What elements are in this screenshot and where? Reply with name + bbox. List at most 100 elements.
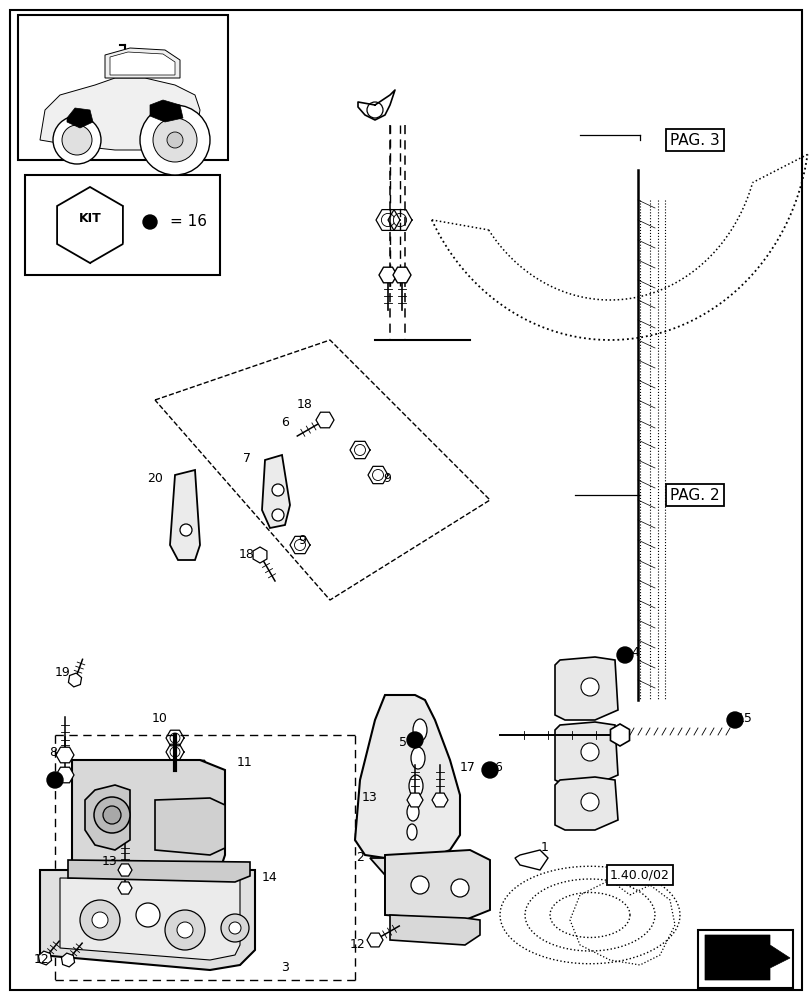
Polygon shape — [67, 108, 93, 128]
Text: 14: 14 — [262, 871, 277, 884]
Polygon shape — [393, 267, 410, 283]
Polygon shape — [68, 673, 81, 687]
Ellipse shape — [406, 803, 418, 821]
Polygon shape — [169, 470, 200, 560]
Circle shape — [410, 876, 428, 894]
Text: 5: 5 — [398, 736, 406, 750]
Circle shape — [406, 732, 423, 748]
Circle shape — [482, 762, 497, 778]
Ellipse shape — [413, 719, 427, 741]
Circle shape — [152, 118, 197, 162]
Circle shape — [272, 509, 284, 521]
Polygon shape — [62, 953, 75, 967]
Bar — [25, 175, 220, 275]
Circle shape — [180, 524, 191, 536]
Polygon shape — [105, 48, 180, 78]
Polygon shape — [109, 52, 175, 75]
Polygon shape — [56, 747, 74, 763]
Circle shape — [221, 914, 249, 942]
Polygon shape — [155, 798, 225, 855]
Polygon shape — [554, 777, 617, 830]
Text: 12: 12 — [350, 938, 366, 951]
Text: KIT: KIT — [79, 213, 101, 226]
Polygon shape — [118, 864, 132, 876]
Circle shape — [80, 900, 120, 940]
Text: 13: 13 — [362, 791, 377, 804]
Text: = 16: = 16 — [169, 215, 207, 230]
Circle shape — [92, 912, 108, 928]
Circle shape — [272, 484, 284, 496]
Text: 20: 20 — [147, 472, 163, 485]
Polygon shape — [38, 951, 52, 965]
Polygon shape — [262, 455, 290, 528]
Text: 12: 12 — [34, 953, 49, 966]
Circle shape — [726, 712, 742, 728]
Text: 15: 15 — [736, 712, 752, 724]
Polygon shape — [431, 793, 448, 807]
Polygon shape — [610, 724, 629, 746]
Text: 1: 1 — [540, 841, 548, 854]
Text: 9: 9 — [298, 534, 306, 546]
Ellipse shape — [410, 747, 424, 769]
Circle shape — [103, 806, 121, 824]
Text: 18: 18 — [297, 398, 312, 412]
Circle shape — [177, 922, 193, 938]
Text: 17: 17 — [460, 761, 475, 774]
Text: 6: 6 — [493, 761, 501, 774]
Polygon shape — [150, 100, 182, 122]
Text: 4: 4 — [630, 646, 638, 658]
Polygon shape — [354, 695, 460, 858]
Text: 9: 9 — [383, 472, 390, 485]
Polygon shape — [554, 722, 617, 785]
Circle shape — [367, 102, 383, 118]
Text: 6: 6 — [281, 416, 289, 428]
Text: PAG. 3: PAG. 3 — [669, 133, 719, 148]
Polygon shape — [554, 657, 617, 720]
Circle shape — [581, 793, 599, 811]
Circle shape — [53, 116, 101, 164]
Circle shape — [47, 772, 63, 788]
Polygon shape — [389, 915, 479, 945]
Text: 11: 11 — [237, 756, 252, 768]
Circle shape — [229, 922, 241, 934]
Circle shape — [165, 910, 204, 950]
Bar — [18, 15, 228, 160]
Text: 13: 13 — [102, 855, 118, 868]
Circle shape — [581, 678, 599, 696]
Polygon shape — [60, 878, 240, 960]
Polygon shape — [56, 767, 74, 783]
Text: 7: 7 — [242, 452, 251, 464]
Circle shape — [393, 213, 406, 227]
Circle shape — [372, 470, 383, 481]
Circle shape — [143, 215, 157, 229]
Circle shape — [616, 647, 633, 663]
Text: 1.40.0/02: 1.40.0/02 — [609, 868, 669, 881]
Ellipse shape — [406, 824, 417, 840]
Polygon shape — [379, 267, 397, 283]
Polygon shape — [72, 760, 225, 875]
Polygon shape — [367, 933, 383, 947]
Polygon shape — [40, 78, 200, 150]
Circle shape — [195, 763, 204, 773]
Polygon shape — [253, 547, 267, 563]
Circle shape — [381, 213, 394, 227]
Circle shape — [167, 132, 182, 148]
Circle shape — [139, 105, 210, 175]
Circle shape — [62, 125, 92, 155]
Text: 18: 18 — [238, 548, 255, 562]
Polygon shape — [514, 850, 547, 870]
Text: 8: 8 — [49, 746, 57, 758]
Circle shape — [169, 733, 180, 743]
Polygon shape — [118, 882, 132, 894]
Circle shape — [581, 743, 599, 761]
Polygon shape — [57, 187, 122, 263]
Circle shape — [94, 797, 130, 833]
Polygon shape — [315, 412, 333, 428]
Bar — [697, 930, 792, 988]
Polygon shape — [384, 850, 489, 920]
Text: 19: 19 — [55, 666, 71, 678]
Polygon shape — [68, 860, 250, 882]
Polygon shape — [85, 785, 130, 850]
Polygon shape — [406, 793, 423, 807]
Circle shape — [135, 903, 160, 927]
